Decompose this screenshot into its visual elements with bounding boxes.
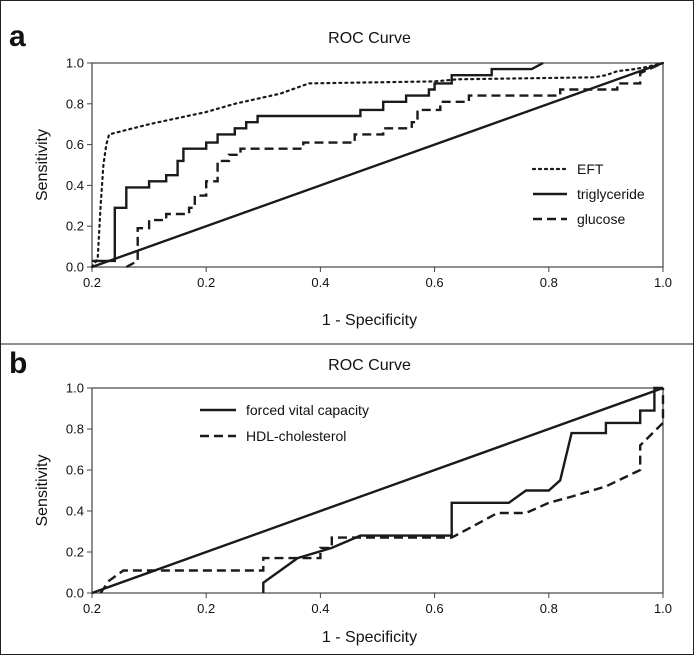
reference-diagonal-line [91,386,664,595]
reference-diagonal-line [91,61,664,269]
legend-entry: glucose [577,211,625,227]
x-tick-label: 1.0 [654,601,672,616]
x-tick-label: 0.2 [197,275,215,290]
series-line-hdl-cholesterol [99,388,665,594]
chart-title: ROC Curve [328,30,411,47]
legend-entry: EFT [577,161,604,177]
legend: forced vital capacity HDL-cholesterol [200,402,369,444]
y-tick-label: 0.6 [66,137,84,152]
x-tick-label: 0.2 [83,275,101,290]
x-tick-label: 0.6 [426,601,444,616]
panel-letter: a [9,20,26,53]
y-tick-label: 0.8 [66,422,84,437]
x-tick-label: 0.6 [426,275,444,290]
y-tick-label: 0.6 [66,463,84,478]
y-tick-label: 1.0 [66,56,84,71]
series-line-forced-vital-capacity [262,386,663,593]
y-tick-label: 0.2 [66,545,84,560]
x-axis-label: 1 - Specificity [322,629,417,646]
series-line-triglyceride [92,61,544,263]
x-tick-label: 0.2 [83,601,101,616]
x-tick-label: 0.4 [311,601,329,616]
y-tick-label: 0.4 [66,504,84,519]
x-tick-label: 0.8 [540,601,558,616]
series-line-eft [90,61,665,269]
plot-frame [91,62,664,268]
x-tick-label: 0.4 [311,275,329,290]
legend-entry: forced vital capacity [246,402,369,418]
plot-frame [91,387,664,594]
y-axis-label: Sensitivity [34,129,51,201]
x-axis-label: 1 - Specificity [322,312,417,329]
y-tick-label: 0.0 [66,260,84,275]
y-tick-label: 0.2 [66,219,84,234]
x-tick-label: 1.0 [654,275,672,290]
y-tick-label: 0.4 [66,178,84,193]
panel-letter: b [9,347,27,380]
series-line-glucose [125,61,664,269]
chart-title: ROC Curve [328,357,411,374]
legend-entry: HDL-cholesterol [246,428,346,444]
y-tick-label: 0.0 [66,586,84,601]
x-tick-label: 0.2 [197,601,215,616]
legend: EFT triglyceride glucose [531,161,645,227]
y-tick-label: 0.8 [66,96,84,111]
legend-entry: triglyceride [577,186,645,202]
y-tick-label: 1.0 [66,381,84,396]
y-axis-label: Sensitivity [34,454,51,526]
x-tick-label: 0.8 [540,275,558,290]
